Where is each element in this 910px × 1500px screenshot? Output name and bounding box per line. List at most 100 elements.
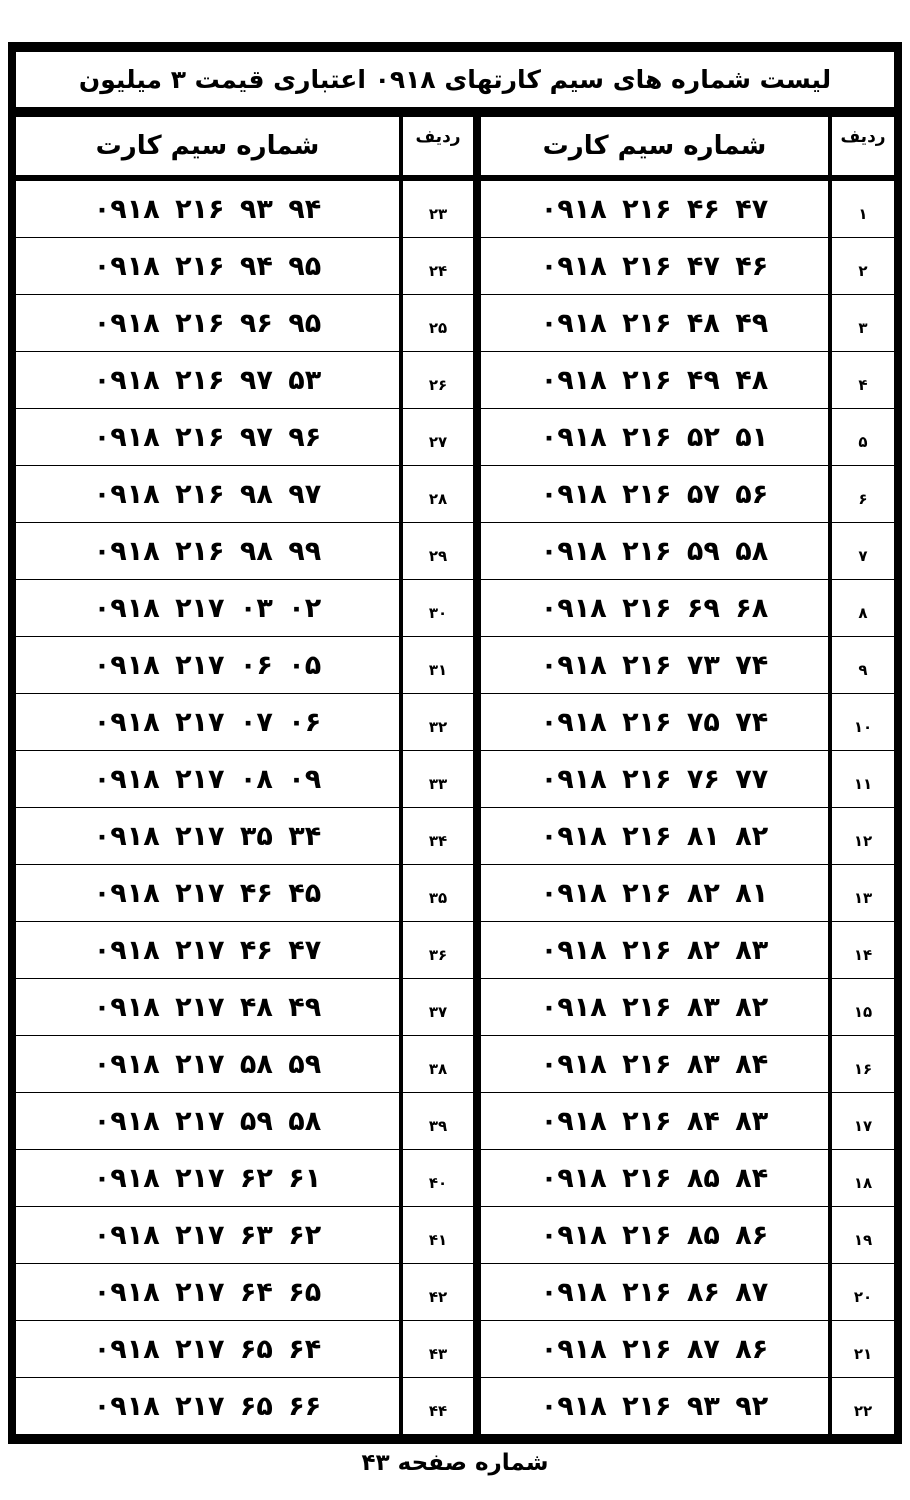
column-divider <box>473 1150 481 1207</box>
sim-number-cell: ۰۹۱۸ ۲۱۶ ۶۹ ۶۸ <box>481 580 828 637</box>
column-divider <box>828 295 832 352</box>
column-divider <box>473 694 481 751</box>
row-index-cell: ۱۱ <box>832 751 894 808</box>
column-divider <box>828 922 832 979</box>
column-divider <box>399 409 403 466</box>
column-divider <box>828 1036 832 1093</box>
row-index-cell: ۷ <box>832 523 894 580</box>
column-divider <box>473 466 481 523</box>
column-divider <box>828 637 832 694</box>
column-divider <box>828 523 832 580</box>
column-divider <box>828 466 832 523</box>
column-divider <box>473 979 481 1036</box>
right-row-header: ردیف <box>832 117 894 175</box>
column-divider <box>399 352 403 409</box>
column-divider <box>399 523 403 580</box>
sim-number-cell: ۰۹۱۸ ۲۱۶ ۹۷ ۹۶ <box>16 409 399 466</box>
column-divider <box>473 117 481 175</box>
column-divider <box>473 409 481 466</box>
sim-number-cell: ۰۹۱۸ ۲۱۶ ۹۷ ۵۳ <box>16 352 399 409</box>
column-divider <box>828 694 832 751</box>
row-index-cell: ۲۶ <box>403 352 473 409</box>
column-divider <box>473 238 481 295</box>
sim-number-cell: ۰۹۱۸ ۲۱۷ ۰۷ ۰۶ <box>16 694 399 751</box>
column-divider <box>473 295 481 352</box>
sim-number-cell: ۰۹۱۸ ۲۱۷ ۰۳ ۰۲ <box>16 580 399 637</box>
sim-number-cell: ۰۹۱۸ ۲۱۶ ۸۳ ۸۴ <box>481 1036 828 1093</box>
row-index-cell: ۳۵ <box>403 865 473 922</box>
row-index-cell: ۲ <box>832 238 894 295</box>
row-index-cell: ۴۱ <box>403 1207 473 1264</box>
sim-number-cell: ۰۹۱۸ ۲۱۶ ۴۹ ۴۸ <box>481 352 828 409</box>
sim-number-cell: ۰۹۱۸ ۲۱۶ ۸۵ ۸۶ <box>481 1207 828 1264</box>
row-index-cell: ۴۰ <box>403 1150 473 1207</box>
row-index-cell: ۳۶ <box>403 922 473 979</box>
row-index-cell: ۳۸ <box>403 1036 473 1093</box>
sim-number-cell: ۰۹۱۸ ۲۱۶ ۹۳ ۹۴ <box>16 181 399 238</box>
sim-number-cell: ۰۹۱۸ ۲۱۷ ۴۶ ۴۵ <box>16 865 399 922</box>
column-divider <box>399 1093 403 1150</box>
sim-number-cell: ۰۹۱۸ ۲۱۶ ۹۸ ۹۷ <box>16 466 399 523</box>
column-divider <box>828 1378 832 1435</box>
row-index-cell: ۲۰ <box>832 1264 894 1321</box>
row-index-cell: ۴۳ <box>403 1321 473 1378</box>
column-divider <box>473 1264 481 1321</box>
column-divider <box>473 580 481 637</box>
column-divider <box>399 1378 403 1435</box>
row-index-cell: ۳۳ <box>403 751 473 808</box>
sim-number-cell: ۰۹۱۸ ۲۱۶ ۸۶ ۸۷ <box>481 1264 828 1321</box>
row-index-cell: ۳۲ <box>403 694 473 751</box>
row-index-cell: ۵ <box>832 409 894 466</box>
row-index-cell: ۴ <box>832 352 894 409</box>
row-index-cell: ۴۴ <box>403 1378 473 1435</box>
sim-number-cell: ۰۹۱۸ ۲۱۷ ۴۸ ۴۹ <box>16 979 399 1036</box>
column-divider <box>399 238 403 295</box>
row-index-cell: ۱ <box>832 181 894 238</box>
column-divider <box>473 1321 481 1378</box>
sim-number-cell: ۰۹۱۸ ۲۱۶ ۸۲ ۸۳ <box>481 922 828 979</box>
column-divider <box>828 409 832 466</box>
left-number-header: شماره سیم کارت <box>16 117 399 175</box>
sim-number-cell: ۰۹۱۸ ۲۱۶ ۹۴ ۹۵ <box>16 238 399 295</box>
column-divider <box>399 694 403 751</box>
column-divider <box>399 637 403 694</box>
row-index-cell: ۹ <box>832 637 894 694</box>
column-divider <box>399 1321 403 1378</box>
column-divider <box>828 1264 832 1321</box>
sim-number-cell: ۰۹۱۸ ۲۱۶ ۴۶ ۴۷ <box>481 181 828 238</box>
row-index-cell: ۲۱ <box>832 1321 894 1378</box>
row-index-cell: ۲۵ <box>403 295 473 352</box>
row-index-cell: ۳۹ <box>403 1093 473 1150</box>
sim-number-cell: ۰۹۱۸ ۲۱۷ ۰۸ ۰۹ <box>16 751 399 808</box>
sim-number-cell: ۰۹۱۸ ۲۱۷ ۵۹ ۵۸ <box>16 1093 399 1150</box>
column-divider <box>473 637 481 694</box>
row-index-cell: ۲۷ <box>403 409 473 466</box>
sim-number-cell: ۰۹۱۸ ۲۱۶ ۸۳ ۸۲ <box>481 979 828 1036</box>
row-index-cell: ۸ <box>832 580 894 637</box>
column-divider <box>473 1036 481 1093</box>
row-index-cell: ۶ <box>832 466 894 523</box>
column-divider <box>399 1264 403 1321</box>
sim-number-cell: ۰۹۱۸ ۲۱۷ ۳۵ ۳۴ <box>16 808 399 865</box>
sim-number-cell: ۰۹۱۸ ۲۱۷ ۶۳ ۶۲ <box>16 1207 399 1264</box>
sim-number-cell: ۰۹۱۸ ۲۱۶ ۵۹ ۵۸ <box>481 523 828 580</box>
table-grid: شماره سیم کارت ردیف شماره سیم کارت ردیف … <box>16 117 894 1435</box>
column-divider <box>399 979 403 1036</box>
sim-number-cell: ۰۹۱۸ ۲۱۶ ۵۲ ۵۱ <box>481 409 828 466</box>
column-divider <box>473 523 481 580</box>
row-index-cell: ۲۸ <box>403 466 473 523</box>
column-divider <box>473 1207 481 1264</box>
column-divider <box>399 1036 403 1093</box>
sim-number-cell: ۰۹۱۸ ۲۱۷ ۶۵ ۶۶ <box>16 1378 399 1435</box>
row-index-cell: ۱۰ <box>832 694 894 751</box>
row-index-cell: ۱۶ <box>832 1036 894 1093</box>
column-divider <box>828 181 832 238</box>
column-divider <box>399 1150 403 1207</box>
column-divider <box>828 580 832 637</box>
row-index-cell: ۲۴ <box>403 238 473 295</box>
column-divider <box>828 1321 832 1378</box>
column-divider <box>828 1150 832 1207</box>
column-divider <box>473 922 481 979</box>
sim-number-cell: ۰۹۱۸ ۲۱۶ ۹۶ ۹۵ <box>16 295 399 352</box>
row-index-cell: ۳۴ <box>403 808 473 865</box>
